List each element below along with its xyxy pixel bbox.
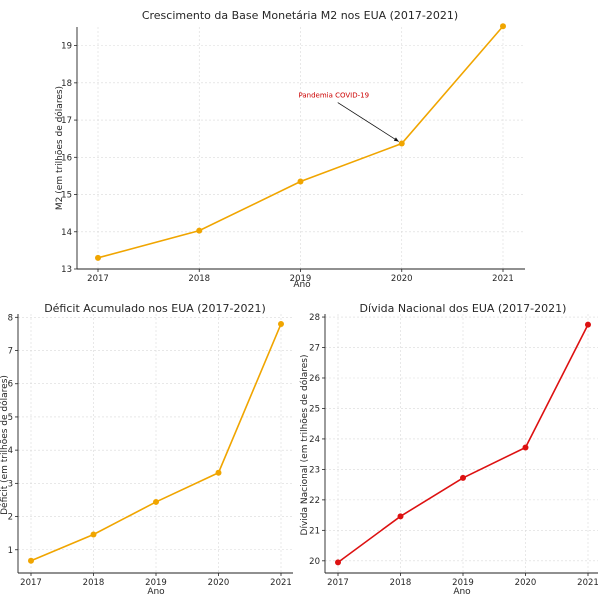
deficit-xtick-label-3: 2020 <box>208 578 230 588</box>
m2-xtick-label-1: 2018 <box>188 274 210 284</box>
deficit-ytick-label-0: 1 <box>8 546 13 556</box>
m2-ytick-label-5: 18 <box>61 79 72 89</box>
m2-annotation-arrow <box>337 102 399 142</box>
debt-ytick-label-0: 20 <box>309 557 320 567</box>
deficit-ytick-label-5: 6 <box>8 380 13 390</box>
m2-annotation-label: Pandemia COVID-19 <box>298 92 369 100</box>
debt-ytick-label-2: 22 <box>309 496 320 506</box>
debt-ytick-label-1: 21 <box>309 526 320 536</box>
m2-point-2020 <box>398 140 405 147</box>
deficit-point-2020 <box>215 469 222 476</box>
m2-point-2018 <box>196 227 203 234</box>
debt-xtick-label-2: 2019 <box>452 578 474 588</box>
m2-gridlines <box>77 27 525 270</box>
deficit-xtick-label-0: 2017 <box>20 578 42 588</box>
m2-xtick-label-0: 2017 <box>87 274 109 284</box>
debt-gridlines <box>325 314 598 573</box>
m2-chart: Crescimento da Base Monetária M2 nos EUA… <box>54 9 525 290</box>
deficit-chart-title: Déficit Acumulado nos EUA (2017-2021) <box>44 302 266 315</box>
deficit-point-2019 <box>153 498 159 505</box>
m2-point-2017 <box>95 254 101 261</box>
deficit-xtick-label-2: 2019 <box>145 578 167 588</box>
deficit-ytick-label-6: 7 <box>8 347 13 357</box>
m2-ytick-label-1: 14 <box>61 228 72 238</box>
debt-point-2020 <box>522 444 529 451</box>
deficit-gridlines <box>18 314 293 573</box>
debt-point-2018 <box>397 513 404 520</box>
deficit-ytick-label-7: 8 <box>8 313 13 323</box>
m2-ytick-label-0: 13 <box>61 265 72 275</box>
deficit-ytick-label-4: 5 <box>8 413 13 423</box>
debt-ytick-label-6: 26 <box>309 374 320 384</box>
debt-ytick-label-4: 24 <box>309 435 320 445</box>
debt-chart: Dívida Nacional dos EUA (2017-2021) Ano … <box>299 302 599 597</box>
deficit-xtick-label-1: 2018 <box>83 578 105 588</box>
debt-point-2017 <box>335 559 341 566</box>
m2-chart-title: Crescimento da Base Monetária M2 nos EUA… <box>142 9 458 22</box>
deficit-y-axis-label: Déficit (em trilhões de dólares) <box>0 375 10 515</box>
m2-ytick-label-3: 16 <box>61 153 72 163</box>
deficit-point-2017 <box>28 557 34 564</box>
deficit-ytick-label-2: 3 <box>8 479 13 489</box>
debt-xtick-label-4: 2021 <box>577 578 599 588</box>
m2-y-axis-label: M2 (em trilhões de dólares) <box>54 86 65 210</box>
deficit-point-2018 <box>90 531 97 538</box>
deficit-point-2021 <box>278 320 284 327</box>
debt-xtick-label-3: 2020 <box>515 578 537 588</box>
m2-ytick-label-6: 19 <box>61 42 72 52</box>
deficit-ytick-label-3: 4 <box>8 446 13 456</box>
m2-xtick-label-3: 2020 <box>391 274 413 284</box>
deficit-xtick-label-4: 2021 <box>270 578 292 588</box>
m2-xtick-label-2: 2019 <box>290 274 312 284</box>
m2-point-2019 <box>297 178 304 185</box>
debt-ytick-label-5: 25 <box>309 404 320 414</box>
debt-ytick-label-3: 23 <box>309 465 320 475</box>
m2-x-axis-label: Ano <box>293 280 311 290</box>
debt-y-axis-label: Dívida Nacional (em trilhões de dólares) <box>299 355 310 536</box>
deficit-x-axis-label: Ano <box>147 587 165 597</box>
debt-xtick-label-0: 2017 <box>327 578 349 588</box>
m2-ytick-label-4: 17 <box>61 116 72 126</box>
debt-point-2021 <box>585 321 591 328</box>
debt-xtick-label-1: 2018 <box>390 578 412 588</box>
debt-point-2019 <box>460 474 466 481</box>
m2-xtick-label-4: 2021 <box>492 274 514 284</box>
deficit-chart: Déficit Acumulado nos EUA (2017-2021) An… <box>0 302 293 597</box>
debt-ytick-label-8: 28 <box>309 313 320 323</box>
m2-point-2021 <box>500 23 506 30</box>
deficit-ytick-label-1: 2 <box>8 513 13 523</box>
debt-ytick-label-7: 27 <box>309 344 320 354</box>
debt-chart-title: Dívida Nacional dos EUA (2017-2021) <box>360 302 567 315</box>
debt-x-axis-label: Ano <box>453 587 471 597</box>
m2-ytick-label-2: 15 <box>61 191 72 201</box>
m2-annotation-arrowhead <box>393 137 399 142</box>
